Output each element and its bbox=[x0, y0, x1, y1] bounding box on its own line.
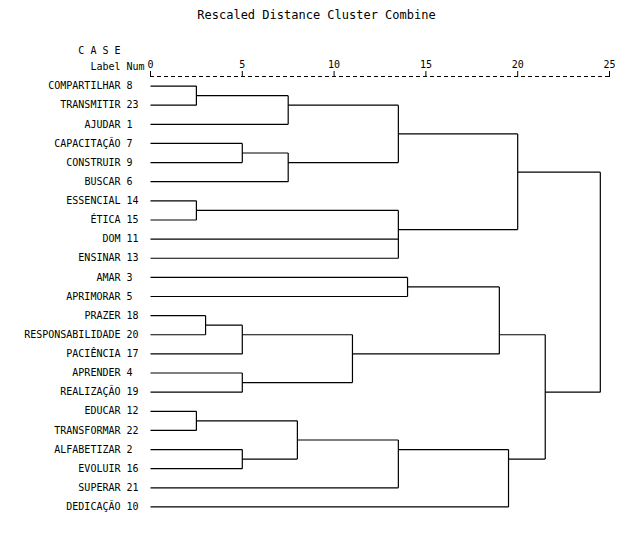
svg-text:15: 15 bbox=[420, 59, 432, 70]
svg-text:16: 16 bbox=[127, 463, 139, 474]
svg-text:ÉTICA: ÉTICA bbox=[90, 213, 120, 225]
svg-text:10: 10 bbox=[328, 59, 340, 70]
svg-text:RESPONSABILIDADE: RESPONSABILIDADE bbox=[24, 329, 120, 340]
svg-text:7: 7 bbox=[127, 138, 133, 149]
svg-text:Num: Num bbox=[127, 61, 145, 72]
svg-text:CAPACITAÇÃO: CAPACITAÇÃO bbox=[54, 137, 120, 149]
svg-text:TRANSFORMAR: TRANSFORMAR bbox=[54, 425, 121, 436]
svg-text:20: 20 bbox=[512, 59, 524, 70]
svg-text:DOM: DOM bbox=[102, 233, 120, 244]
svg-text:CONSTRUIR: CONSTRUIR bbox=[66, 157, 121, 168]
svg-text:DEDICAÇÃO: DEDICAÇÃO bbox=[66, 500, 120, 512]
svg-text:TRANSMITIR: TRANSMITIR bbox=[60, 99, 121, 110]
svg-text:17: 17 bbox=[127, 348, 139, 359]
svg-text:19: 19 bbox=[127, 386, 139, 397]
svg-text:25: 25 bbox=[603, 59, 615, 70]
svg-text:23: 23 bbox=[127, 99, 139, 110]
svg-text:4: 4 bbox=[127, 367, 133, 378]
svg-text:BUSCAR: BUSCAR bbox=[84, 176, 121, 187]
svg-text:ENSINAR: ENSINAR bbox=[78, 252, 121, 263]
svg-text:EDUCAR: EDUCAR bbox=[84, 405, 121, 416]
svg-text:10: 10 bbox=[127, 501, 139, 512]
svg-text:8: 8 bbox=[127, 80, 133, 91]
svg-text:C A S E: C A S E bbox=[78, 45, 120, 56]
svg-text:AJUDAR: AJUDAR bbox=[84, 119, 121, 130]
svg-text:22: 22 bbox=[127, 425, 139, 436]
svg-text:0: 0 bbox=[147, 59, 153, 70]
svg-text:COMPARTILHAR: COMPARTILHAR bbox=[48, 80, 121, 91]
svg-text:5: 5 bbox=[239, 59, 245, 70]
svg-text:12: 12 bbox=[127, 405, 139, 416]
html-text:Rescaled Distance Cluster Comb: Rescaled Distance Cluster Combine bbox=[197, 8, 436, 22]
svg-text:Label: Label bbox=[90, 61, 120, 72]
svg-text:REALIZAÇÃO: REALIZAÇÃO bbox=[60, 385, 120, 397]
svg-text:PRAZER: PRAZER bbox=[84, 310, 121, 321]
svg-text:6: 6 bbox=[127, 176, 133, 187]
svg-text:21: 21 bbox=[127, 482, 139, 493]
svg-text:ALFABETIZAR: ALFABETIZAR bbox=[54, 444, 121, 455]
svg-text:2: 2 bbox=[127, 444, 133, 455]
svg-text:13: 13 bbox=[127, 252, 139, 263]
svg-text:11: 11 bbox=[127, 233, 139, 244]
svg-text:1: 1 bbox=[127, 119, 133, 130]
svg-text:20: 20 bbox=[127, 329, 139, 340]
svg-text:PACIÊNCIA: PACIÊNCIA bbox=[66, 347, 120, 359]
svg-text:18: 18 bbox=[127, 310, 139, 321]
svg-text:3: 3 bbox=[127, 272, 133, 283]
svg-text:EVOLUIR: EVOLUIR bbox=[78, 463, 121, 474]
svg-text:14: 14 bbox=[127, 195, 139, 206]
svg-text:9: 9 bbox=[127, 157, 133, 168]
svg-text:15: 15 bbox=[127, 214, 139, 225]
svg-text:5: 5 bbox=[127, 291, 133, 302]
svg-text:AMAR: AMAR bbox=[96, 272, 121, 283]
svg-text:APRIMORAR: APRIMORAR bbox=[66, 291, 121, 302]
svg-text:APRENDER: APRENDER bbox=[72, 367, 121, 378]
svg-text:SUPERAR: SUPERAR bbox=[78, 482, 121, 493]
svg-text:ESSENCIAL: ESSENCIAL bbox=[66, 195, 120, 206]
